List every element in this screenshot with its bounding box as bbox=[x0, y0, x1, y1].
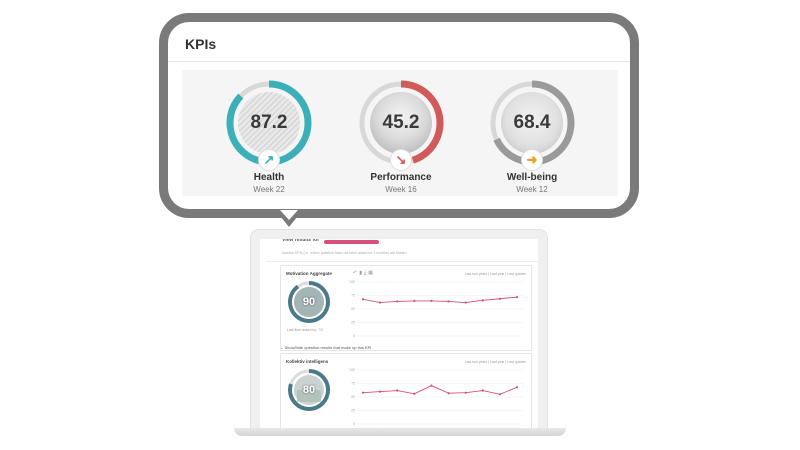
undo-icon[interactable]: ↶ bbox=[353, 270, 360, 276]
kpi-wellbeing-ring bbox=[489, 80, 575, 166]
data-point bbox=[481, 299, 484, 302]
data-point bbox=[379, 390, 382, 393]
data-point bbox=[361, 391, 365, 394]
series-line bbox=[362, 296, 518, 303]
kpi-panel: Motivation Aggregate ↶▮⤓▦ Last two years… bbox=[280, 265, 532, 351]
panel-ring bbox=[288, 281, 330, 323]
line-chart: 100 75 50 25 0 bbox=[349, 280, 523, 338]
bar-chart-icon[interactable]: ▮ bbox=[359, 270, 364, 276]
data-point bbox=[515, 386, 519, 389]
line-chart: 100 75 50 25 0 bbox=[349, 368, 523, 426]
y-tick-label: 75 bbox=[351, 382, 355, 386]
y-tick-label: 50 bbox=[351, 395, 355, 399]
data-point bbox=[379, 301, 382, 304]
kpi-performance-name: Performance bbox=[370, 172, 432, 183]
kpi-wellbeing[interactable]: 68.4 ➜ Well-being Week 12 bbox=[487, 78, 577, 194]
kpi-wellbeing-value: 68.4 bbox=[513, 112, 551, 133]
kpi-panel: Kollektiv intelligens Last two years | L… bbox=[280, 353, 532, 433]
series-line bbox=[362, 385, 518, 395]
view-results-label: View results for bbox=[282, 237, 320, 243]
laptop-screen: View results for Inactive KPIs (i.e. whe… bbox=[251, 230, 547, 433]
data-point bbox=[396, 300, 399, 303]
time-range-selector[interactable]: Last two years | Last year | Last quarte… bbox=[464, 360, 526, 364]
data-point bbox=[430, 384, 433, 387]
y-tick-label: 0 bbox=[353, 422, 355, 426]
data-point bbox=[447, 392, 450, 395]
panel-last-asked: Last time asked by: 7/3 bbox=[287, 328, 323, 332]
data-point bbox=[498, 297, 501, 300]
view-results-select[interactable] bbox=[324, 240, 379, 244]
trend-right-icon: ➜ bbox=[521, 149, 543, 171]
data-point bbox=[481, 389, 484, 392]
data-point bbox=[361, 298, 365, 301]
y-tick-label: 25 bbox=[351, 409, 355, 413]
kpi-health-week: Week 22 bbox=[253, 185, 285, 194]
panel-toolbar: ↶▮⤓▦ bbox=[353, 270, 375, 276]
table-icon[interactable]: ▦ bbox=[368, 270, 375, 276]
panel-ring bbox=[288, 369, 330, 411]
data-point bbox=[464, 301, 467, 304]
y-tick-label: 0 bbox=[353, 334, 355, 338]
kpi-health-name: Health bbox=[253, 172, 285, 183]
data-point bbox=[515, 296, 519, 299]
panel-title: Kollektiv intelligens bbox=[286, 359, 329, 364]
kpi-health-value: 87.2 bbox=[250, 112, 288, 133]
kpi-wellbeing-name: Well-being bbox=[506, 172, 558, 183]
kpi-performance[interactable]: 45.2 ↘ Performance Week 16 bbox=[356, 78, 446, 194]
time-range-selector[interactable]: Last two years | Last year | Last quarte… bbox=[464, 272, 526, 276]
y-tick-label: 100 bbox=[349, 368, 355, 372]
trend-down-icon: ↘ bbox=[390, 149, 412, 171]
kpi-wellbeing-week: Week 12 bbox=[516, 185, 548, 194]
show-hide-toggle[interactable]: ⌄ Show/hide question results that make u… bbox=[280, 345, 371, 350]
y-tick-label: 25 bbox=[351, 321, 355, 325]
panel-value: 90 bbox=[302, 296, 316, 308]
kpi-performance-week: Week 16 bbox=[385, 185, 417, 194]
panel-value: 80 bbox=[302, 384, 316, 396]
kpi-callout: KPIs 87.2 ↗ Health Week 22 bbox=[159, 13, 639, 218]
chevron-down-icon: ⌄ bbox=[280, 345, 285, 350]
dashboard: View results for Inactive KPIs (i.e. whe… bbox=[266, 239, 538, 433]
data-point bbox=[430, 299, 433, 302]
data-point bbox=[447, 300, 450, 303]
kpi-performance-value: 45.2 bbox=[382, 112, 420, 133]
y-tick-label: 75 bbox=[351, 294, 355, 298]
kpi-health[interactable]: 87.2 ↗ Health Week 22 bbox=[224, 78, 314, 194]
toggle-label: Show/hide question results that make up … bbox=[284, 345, 372, 350]
kpi-area: 87.2 ↗ Health Week 22 45.2 ↘ Perf bbox=[182, 70, 618, 196]
callout-pointer-inner bbox=[280, 210, 298, 220]
download-icon[interactable]: ⤓ bbox=[363, 270, 369, 276]
data-point bbox=[498, 393, 501, 396]
y-tick-label: 50 bbox=[351, 307, 355, 311]
laptop-base bbox=[234, 428, 566, 436]
callout-header: KPIs bbox=[168, 22, 630, 62]
kpis-title: KPIs bbox=[185, 36, 217, 52]
data-point bbox=[396, 389, 399, 392]
data-point bbox=[413, 392, 416, 395]
data-point bbox=[464, 391, 467, 394]
panel-title: Motivation Aggregate bbox=[286, 271, 332, 276]
view-results-row: View results for bbox=[266, 239, 538, 249]
data-point bbox=[413, 299, 416, 302]
y-tick-label: 100 bbox=[349, 280, 355, 284]
trend-up-icon: ↗ bbox=[258, 149, 280, 171]
inactive-notice: Inactive KPIs (i.e. where question have … bbox=[266, 249, 538, 262]
